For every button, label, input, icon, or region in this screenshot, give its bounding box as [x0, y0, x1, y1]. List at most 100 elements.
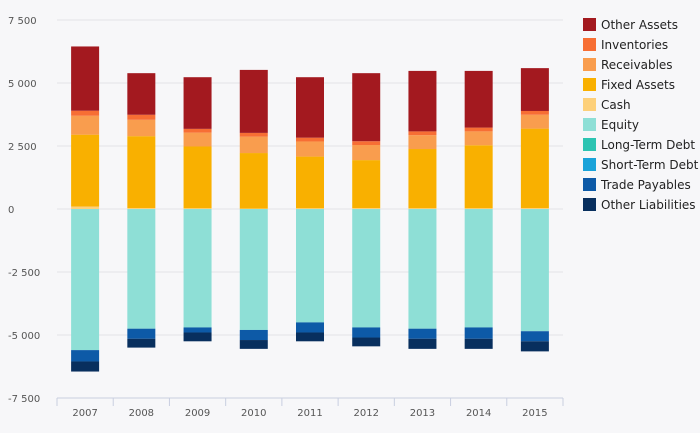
- legend-swatch: [583, 18, 596, 31]
- bar-trade-payables: [296, 322, 324, 333]
- x-tick-label: 2012: [353, 408, 378, 419]
- bar-trade-payables: [520, 331, 549, 342]
- y-tick-label: -2 500: [8, 268, 40, 279]
- bar-receivables: [296, 141, 324, 157]
- legend-swatch: [583, 158, 596, 171]
- bar-trade-payables: [183, 327, 212, 333]
- bar-fixed-assets: [239, 153, 268, 209]
- bar-stacks: [71, 46, 549, 372]
- bar-receivables: [71, 115, 100, 135]
- legend-swatch: [583, 58, 596, 71]
- bar-cash: [520, 207, 549, 209]
- x-tick-label: 2008: [129, 408, 154, 419]
- bar-cash: [71, 206, 100, 209]
- bar-inventories: [71, 110, 100, 116]
- bar-equity: [464, 209, 493, 328]
- bar-other-liabilities: [352, 337, 381, 347]
- bar-receivables: [127, 119, 156, 137]
- bar-other-assets: [464, 70, 493, 128]
- bar-cash: [127, 207, 156, 209]
- bar-other-liabilities: [71, 361, 100, 372]
- legend-swatch: [583, 78, 596, 91]
- bar-inventories: [239, 132, 268, 137]
- legend-label: Equity: [601, 118, 639, 132]
- legend-label: Receivables: [601, 58, 673, 72]
- bar-other-assets: [408, 70, 437, 132]
- bar-equity: [71, 209, 100, 351]
- legend-swatch: [583, 138, 596, 151]
- bar-inventories: [296, 137, 324, 142]
- bar-equity: [239, 209, 268, 330]
- bar-receivables: [352, 144, 381, 161]
- x-axis: 2007 2008 2009 2010 2011 2012 2013 2014 2015: [56, 397, 564, 419]
- bar-inventories: [520, 110, 549, 115]
- bar-other-assets: [183, 77, 212, 129]
- bar-inventories: [408, 131, 437, 136]
- legend-swatch: [583, 98, 596, 111]
- bar-equity: [408, 209, 437, 329]
- bar-fixed-assets: [183, 146, 212, 209]
- bar-cash: [239, 208, 268, 209]
- bar-receivables: [408, 135, 437, 150]
- bar-cash: [296, 208, 324, 209]
- y-tick-label: 2 500: [8, 142, 37, 153]
- bar-other-assets: [127, 73, 156, 115]
- y-tick-label: 7 500: [8, 16, 37, 27]
- y-tick-label: -7 500: [8, 394, 40, 405]
- legend-label: Cash: [601, 98, 631, 112]
- bar-equity: [296, 209, 324, 323]
- x-tick-label: 2011: [297, 408, 322, 419]
- bar-trade-payables: [239, 329, 268, 341]
- bar-trade-payables: [71, 350, 100, 362]
- bar-equity: [352, 209, 381, 328]
- bar-inventories: [352, 141, 381, 145]
- bar-fixed-assets: [464, 145, 493, 209]
- x-tick-label: 2009: [185, 408, 210, 419]
- x-tick-label: 2014: [466, 408, 491, 419]
- x-tick-label: 2013: [410, 408, 435, 419]
- bar-fixed-assets: [520, 128, 549, 208]
- bar-other-liabilities: [408, 338, 437, 349]
- y-tick-label: 5 000: [8, 79, 37, 90]
- bar-other-assets: [239, 69, 268, 133]
- x-tick-label: 2015: [522, 408, 547, 419]
- bar-inventories: [127, 114, 156, 120]
- bar-trade-payables: [352, 327, 381, 338]
- y-tick-label: 0: [8, 205, 14, 216]
- bar-receivables: [239, 136, 268, 154]
- legend-label: Short-Term Debt: [601, 158, 699, 172]
- bar-inventories: [464, 127, 493, 132]
- bar-other-liabilities: [520, 341, 549, 352]
- bar-equity: [183, 209, 212, 328]
- bar-cash: [408, 208, 437, 209]
- bar-other-assets: [71, 46, 100, 111]
- y-axis: 7 500 5 000 2 500 0 -2 500 -5 000 -7 500: [8, 16, 40, 405]
- bar-other-liabilities: [464, 338, 493, 349]
- legend-swatch: [583, 118, 596, 131]
- bar-trade-payables: [464, 327, 493, 339]
- bar-other-assets: [520, 68, 549, 111]
- bar-receivables: [183, 132, 212, 147]
- bar-fixed-assets: [71, 134, 100, 207]
- bar-fixed-assets: [352, 160, 381, 208]
- bar-cash: [183, 208, 212, 209]
- bar-fixed-assets: [296, 156, 324, 209]
- y-tick-label: -5 000: [8, 331, 40, 342]
- bar-receivables: [464, 131, 493, 146]
- bar-other-liabilities: [239, 340, 268, 349]
- bar-cash: [464, 208, 493, 209]
- bar-equity: [520, 209, 549, 332]
- bar-other-liabilities: [296, 332, 324, 342]
- bar-equity: [127, 209, 156, 329]
- legend-swatch: [583, 38, 596, 51]
- bar-cash: [352, 207, 381, 209]
- legend-label: Long-Term Debt: [601, 138, 695, 152]
- bar-fixed-assets: [127, 136, 156, 208]
- bar-trade-payables: [408, 328, 437, 339]
- legend-label: Fixed Assets: [601, 78, 675, 92]
- legend-label: Other Liabilities: [601, 198, 696, 212]
- bar-fixed-assets: [408, 149, 437, 209]
- legend-swatch: [583, 178, 596, 191]
- bar-other-assets: [352, 73, 381, 142]
